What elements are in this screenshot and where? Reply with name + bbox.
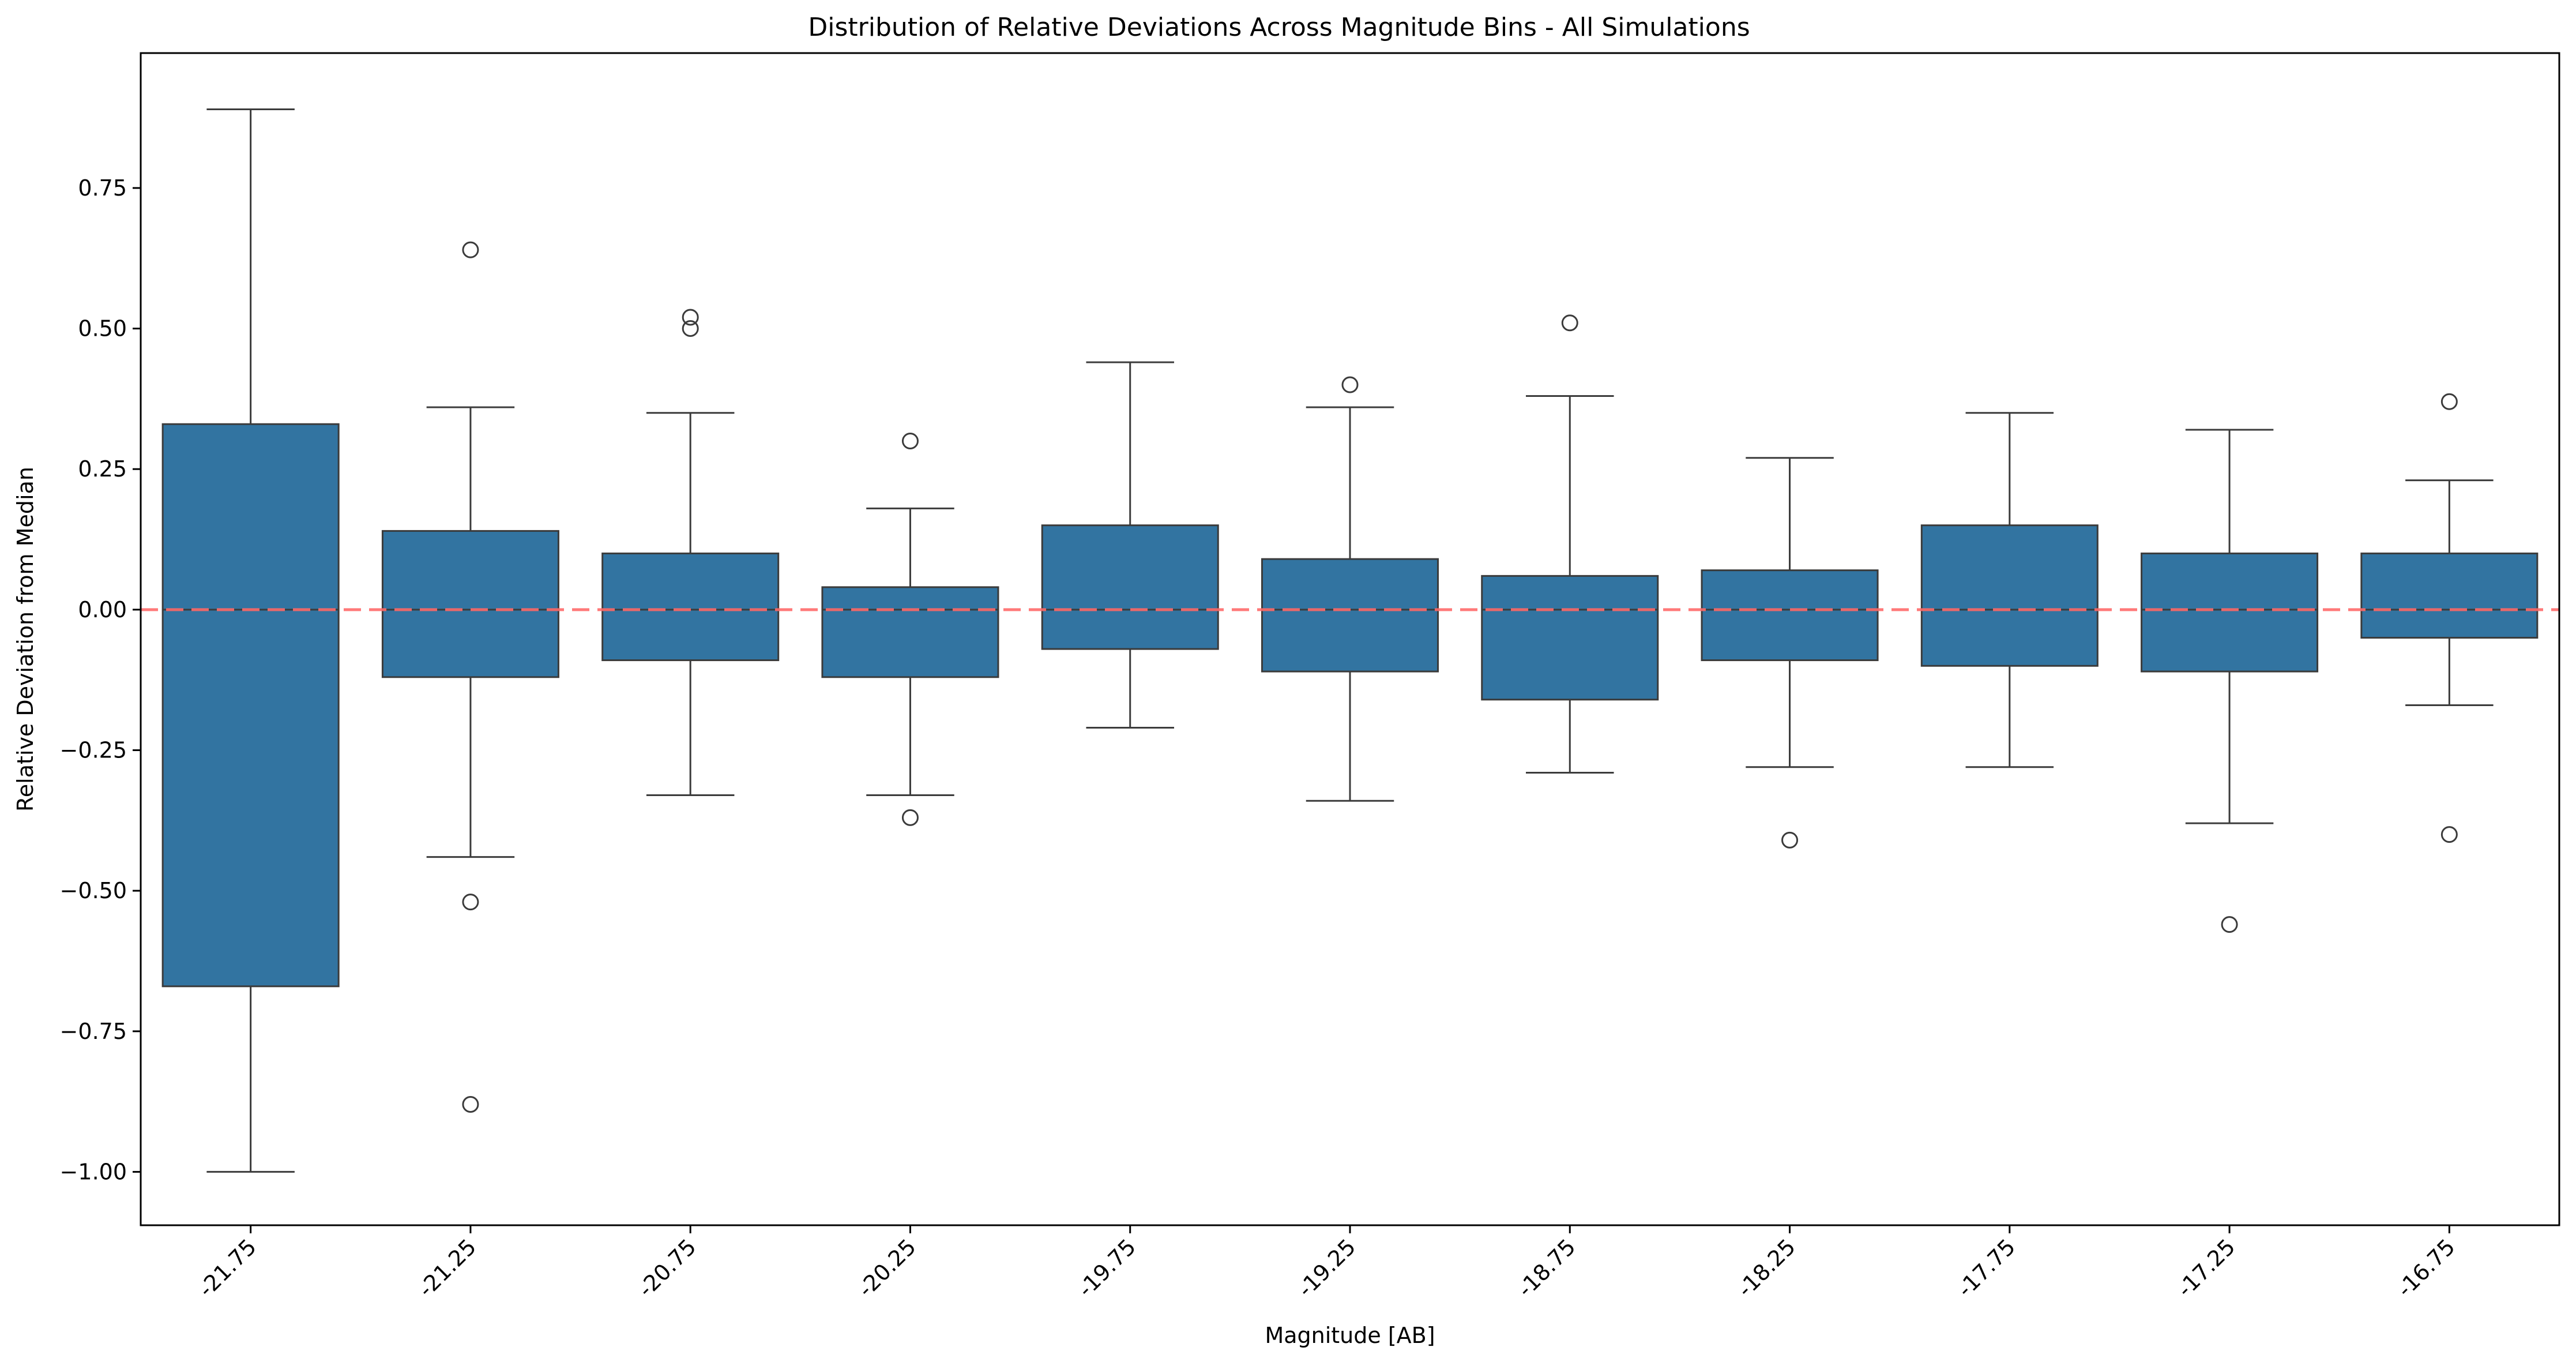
outlier-point xyxy=(462,894,479,911)
outlier-point xyxy=(1341,376,1359,393)
box-group xyxy=(381,241,559,1113)
box-group xyxy=(1041,361,1219,729)
box-group xyxy=(1920,412,2099,768)
plot-area xyxy=(141,108,2559,1173)
y-tick-label: 0.00 xyxy=(78,597,127,622)
y-tick-label: 0.75 xyxy=(78,175,127,201)
box-group xyxy=(2141,429,2319,933)
box-iqr xyxy=(821,586,999,678)
box-iqr xyxy=(161,423,340,988)
outlier-point xyxy=(901,809,919,826)
box-group xyxy=(1701,457,1879,849)
box-iqr xyxy=(1261,558,1439,673)
y-axis: 0.75 0.50 0.25 0.00 −0.25 −0.50 −0.75 −1.00 xyxy=(60,175,141,1184)
outlier-point xyxy=(682,309,699,326)
box-iqr xyxy=(1481,575,1659,701)
box-group xyxy=(1261,376,1439,802)
box-iqr xyxy=(1701,569,1879,662)
axes-frame xyxy=(140,52,2560,1226)
outlier-point xyxy=(2440,393,2458,410)
outlier-point xyxy=(1781,831,1799,849)
outlier-point xyxy=(462,241,479,258)
box-iqr xyxy=(381,530,559,678)
y-axis-label: Relative Deviation from Median xyxy=(13,467,38,812)
chart-title: Distribution of Relative Deviations Acro… xyxy=(808,13,1750,42)
box-group xyxy=(601,309,780,796)
outlier-point xyxy=(2221,916,2238,933)
box-group xyxy=(2360,393,2539,843)
box-iqr xyxy=(2360,552,2539,639)
box-iqr xyxy=(1041,524,1219,650)
outlier-point xyxy=(2440,826,2458,843)
y-tick-label: −1.00 xyxy=(60,1159,127,1184)
box-group xyxy=(821,432,999,826)
box-iqr xyxy=(1920,524,2099,667)
y-tick-label: −0.75 xyxy=(60,1019,127,1044)
outlier-point xyxy=(462,1095,479,1113)
y-tick-label: 0.25 xyxy=(78,456,127,482)
outlier-point xyxy=(901,432,919,449)
x-axis-label: Magnitude [AB] xyxy=(1265,1323,1435,1348)
box-group xyxy=(1481,314,1659,774)
y-tick-label: 0.50 xyxy=(78,316,127,342)
box-iqr xyxy=(2141,552,2319,673)
y-tick-label: −0.50 xyxy=(60,878,127,903)
box-iqr xyxy=(601,552,780,662)
outlier-point xyxy=(1561,314,1578,332)
outlier-point xyxy=(682,320,699,337)
y-tick-label: −0.25 xyxy=(60,737,127,763)
box-group xyxy=(161,108,340,1173)
